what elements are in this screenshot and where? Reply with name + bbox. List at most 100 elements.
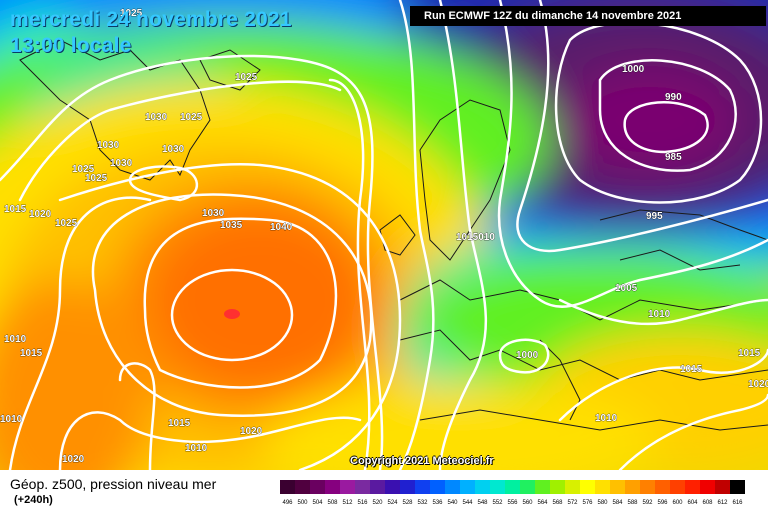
- isobar-label: 1010: [648, 309, 671, 320]
- scale-swatch: [355, 480, 370, 494]
- isobar-label: 1025: [120, 8, 143, 19]
- scale-label: 536: [432, 500, 443, 506]
- scale-swatch: [475, 480, 490, 494]
- scale-swatch: [715, 480, 730, 494]
- scale-swatch: [460, 480, 475, 494]
- scale-label: 508: [327, 500, 338, 506]
- isobar-1005: [497, 0, 768, 308]
- isobar-label: 1020: [62, 454, 85, 465]
- scale-label: 564: [537, 500, 548, 506]
- isobars: [0, 0, 768, 470]
- scale-label: 548: [477, 500, 488, 506]
- scale-label: 504: [312, 500, 323, 506]
- scale-swatch: [325, 480, 340, 494]
- scale-label: 516: [357, 500, 368, 506]
- isobar-label: 1025: [55, 218, 78, 229]
- scale-label: 560: [522, 500, 533, 506]
- isobar-985: [623, 101, 709, 154]
- isobar-1040: [170, 268, 294, 362]
- scale-label: 576: [582, 500, 593, 506]
- scale-label: 552: [492, 500, 503, 506]
- scale-swatch: [565, 480, 580, 494]
- scale-label: 556: [507, 500, 518, 506]
- isobar-1025: [58, 163, 402, 470]
- isobar-1020-e: [618, 393, 768, 470]
- isobar-label: 1020: [748, 379, 768, 390]
- isobar-1000: [516, 0, 768, 253]
- scale-swatch: [610, 480, 625, 494]
- scale-label: 540: [447, 500, 458, 506]
- scale-swatch: [535, 480, 550, 494]
- isobar-label: 1010: [0, 414, 23, 425]
- scale-swatch: [385, 480, 400, 494]
- isobar-1020: [18, 80, 342, 202]
- forecast-date: mercredi 24 novembre 2021: [10, 8, 292, 31]
- isobar-1010-e: [558, 298, 768, 326]
- isobar-label: 1000: [516, 350, 539, 361]
- scale-swatch: [370, 480, 385, 494]
- isobar-label: 1015: [168, 418, 191, 429]
- scale-swatch: [490, 480, 505, 494]
- isobar-990: [598, 59, 737, 172]
- scale-label: 596: [657, 500, 668, 506]
- geopotential-field: [0, 0, 768, 470]
- isobar-1015-c: [398, 0, 435, 470]
- scale-label: 588: [627, 500, 638, 506]
- weather-map: 1025 1025 1030 1025 1030 1030 1030 1025 …: [0, 0, 768, 470]
- isobar-label: 1020: [29, 209, 52, 220]
- isobar-label: 995: [646, 211, 663, 222]
- isobar-label: 990: [665, 92, 682, 103]
- scale-swatch: [430, 480, 445, 494]
- scale-label: 496: [282, 500, 293, 506]
- isobar-label: 1030: [110, 158, 133, 169]
- isobar-995: [554, 21, 763, 204]
- scale-label: 572: [567, 500, 578, 506]
- isobar-label: 1025: [72, 164, 95, 175]
- scale-label: 544: [462, 500, 473, 506]
- scale-swatch: [550, 480, 565, 494]
- isobar-label: 1015: [680, 364, 703, 375]
- scale-label: 528: [402, 500, 413, 506]
- scale-label: 604: [687, 500, 698, 506]
- isobar-label: 1010: [185, 443, 208, 454]
- isobar-label: 1030: [97, 140, 120, 151]
- isobar-label: 1025: [180, 112, 203, 123]
- scale-swatch: [445, 480, 460, 494]
- isobar-1015: [0, 54, 384, 470]
- isobar-label: 1040: [270, 222, 293, 233]
- isobar-label: 1015010: [456, 232, 495, 243]
- isobar-label: 1030: [145, 112, 168, 123]
- scale-swatch: [595, 480, 610, 494]
- scale-swatch: [520, 480, 535, 494]
- isobar-label: 1000: [622, 64, 645, 75]
- map-description: Géop. z500, pression niveau mer: [10, 476, 217, 492]
- scale-label: 568: [552, 500, 563, 506]
- scale-swatch: [295, 480, 310, 494]
- color-scale: 496 500 504 508 512 516 520 524 528 532 536 540 544 5…: [280, 480, 745, 506]
- copyright: Copyright 2021 Meteociel.fr: [350, 455, 494, 467]
- isobar-1035: [143, 217, 338, 389]
- isobar-label: 1015: [20, 348, 43, 359]
- scale-label: 512: [342, 500, 353, 506]
- isobar-1020-s: [58, 411, 362, 470]
- scale-label: 584: [612, 500, 623, 506]
- isobar-1025-small: [128, 165, 199, 202]
- isobar-label: 1015: [4, 204, 27, 215]
- scale-swatch: [670, 480, 685, 494]
- isobar-label: 1030: [162, 144, 185, 155]
- scale-label: 524: [387, 500, 398, 506]
- scale-swatch: [505, 480, 520, 494]
- run-label: Run ECMWF 12Z du dimanche 14 novembre 20…: [410, 6, 766, 26]
- scale-swatch: [310, 480, 325, 494]
- scale-label: 500: [297, 500, 308, 506]
- scale-swatch: [640, 480, 655, 494]
- scale-swatch: [280, 480, 295, 494]
- scale-swatch: [685, 480, 700, 494]
- isobar-label: 1005: [615, 283, 638, 294]
- isobar-1015-b: [328, 78, 371, 470]
- isobar-label: 1020: [240, 426, 263, 437]
- isobar-label: 1010: [4, 334, 27, 345]
- lead-time: (+240h): [14, 494, 53, 506]
- scale-swatch: [580, 480, 595, 494]
- isobar-label: 1035: [220, 220, 243, 231]
